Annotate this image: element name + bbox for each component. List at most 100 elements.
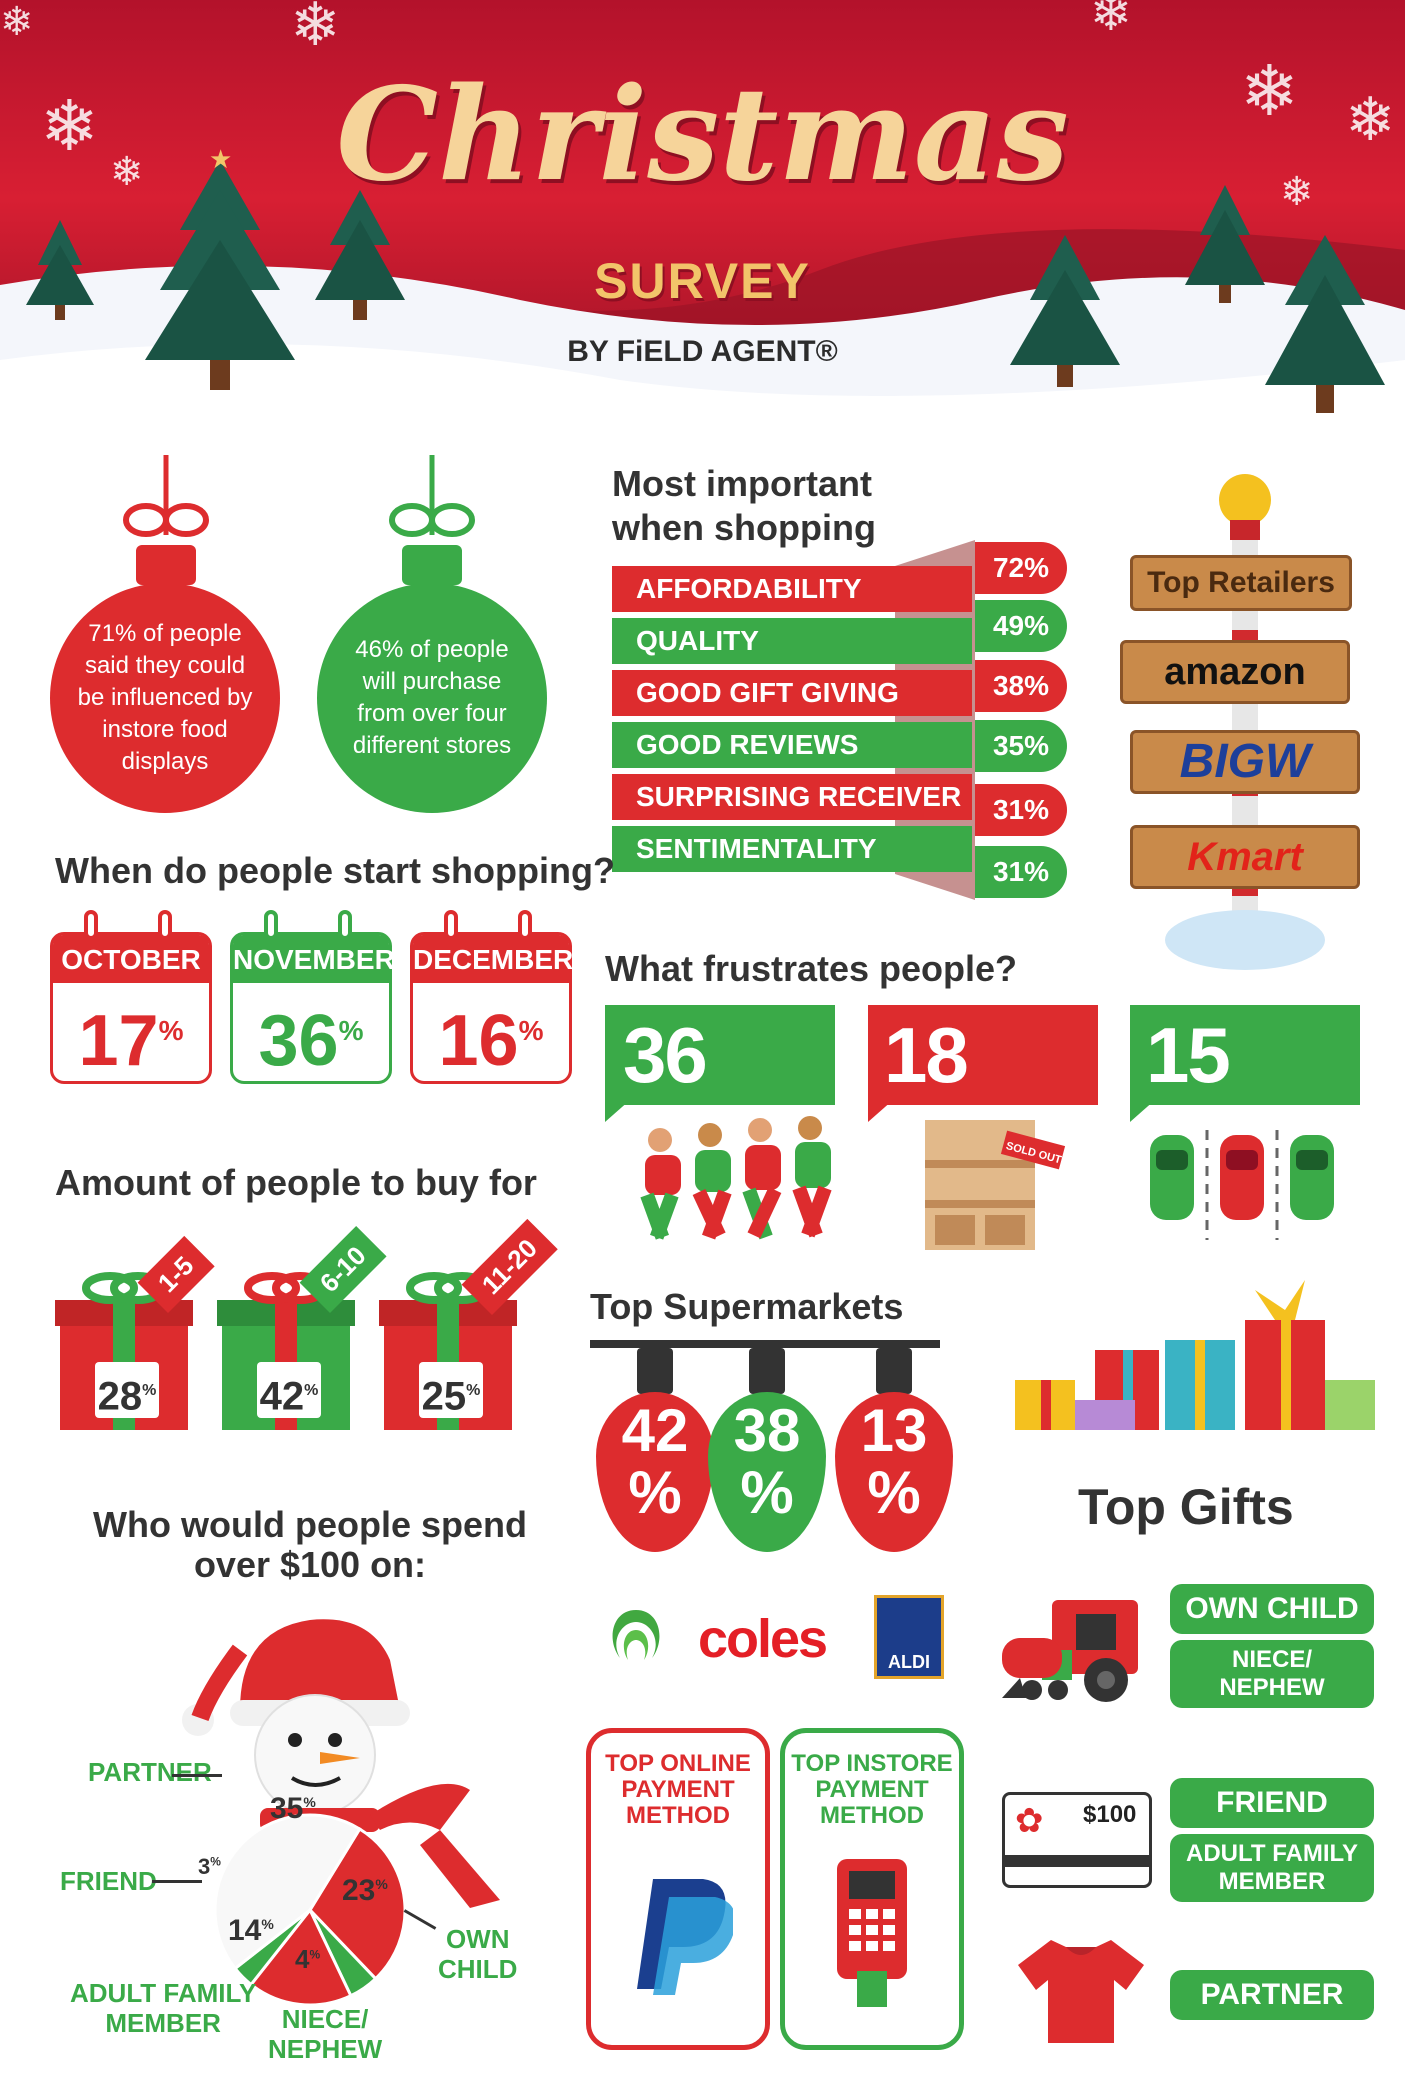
- snowflake-icon: ❄: [290, 0, 340, 58]
- pie-slice-own-child: [308, 1826, 407, 1981]
- bulb-woolworths: 42%: [596, 1392, 714, 1552]
- gift-pill-own-child: OWN CHILD: [1170, 1584, 1374, 1634]
- calendar-value: 17%: [78, 1001, 184, 1081]
- calendar-december: DECEMBER 16%: [410, 932, 573, 1084]
- crowd-shoppers-icon: [640, 1116, 832, 1240]
- gift-card-value: $100: [1083, 1801, 1137, 1828]
- important-item: SENTIMENTALITY: [612, 826, 972, 872]
- lights-wire: [590, 1340, 940, 1348]
- pie-value-adult-family: 14%: [228, 1914, 274, 1947]
- snowflake-icon: ❄: [1240, 52, 1299, 130]
- gift-value: 25%: [419, 1362, 483, 1418]
- bulb-cap-icon: [637, 1348, 673, 1394]
- bulb-cap-icon: [876, 1348, 912, 1394]
- calendar-value: 36%: [258, 1001, 364, 1081]
- important-title: Most important when shopping: [612, 463, 876, 548]
- page-title: Christmas: [336, 60, 1069, 210]
- gift-pill-friend: FRIEND: [1170, 1778, 1374, 1828]
- bulb-cap-icon: [749, 1348, 785, 1394]
- calendar-ring-icon: [264, 910, 278, 940]
- snowman-pie-chart: [182, 1619, 500, 2007]
- gift-box-icon: [217, 1272, 355, 1430]
- woolworths-logo-icon: [612, 1610, 660, 1660]
- ornament-stat-four-stores: 46% of people will purchase from over fo…: [317, 583, 547, 813]
- important-value: 31%: [975, 846, 1067, 898]
- retailer-bigw: BIGW: [1130, 730, 1360, 794]
- christmas-tree-icon: [1265, 235, 1385, 413]
- instore-payment-card: TOP INSTORE PAYMENT METHOD: [780, 1728, 964, 2050]
- important-value: 49%: [975, 600, 1067, 652]
- gift-value: 42%: [257, 1362, 321, 1418]
- ornament-stat-food-displays: 71% of people said they could be influen…: [50, 583, 280, 813]
- ornament-hangers: [123, 455, 475, 585]
- header-banner: ❄ ❄ ❄ ❄ ❄ ❄ ❄ ❄ ★: [0, 0, 1405, 440]
- snowflake-icon: ❄: [0, 0, 34, 44]
- start-shopping-title: When do people start shopping?: [55, 850, 615, 891]
- gift-value: 28%: [95, 1362, 159, 1418]
- christmas-tree-icon: [26, 220, 94, 320]
- snowflake-icon: ❄: [40, 87, 99, 165]
- pie-label-own-child: OWN CHILD: [438, 1924, 518, 1984]
- gift-pill-niece-nephew: NIECE/NEPHEW: [1170, 1640, 1374, 1708]
- christmas-tree-icon: [315, 190, 405, 320]
- calendar-month: OCTOBER: [53, 935, 209, 983]
- parking-cars-icon: [1150, 1130, 1334, 1240]
- online-payment-card: TOP ONLINE PAYMENT METHOD: [586, 1728, 770, 2050]
- important-item: QUALITY: [612, 618, 972, 664]
- calendar-ring-icon: [518, 910, 532, 940]
- byline: BY FiELD AGENT®: [567, 335, 838, 368]
- snowflake-icon: ❄: [1345, 86, 1395, 153]
- retailers-title: Top Retailers: [1130, 555, 1352, 611]
- pie-value-partner: 35%: [270, 1792, 316, 1825]
- pie-chart: [213, 1813, 407, 2007]
- bulb-coles: 38%: [708, 1392, 826, 1552]
- calendar-value: 16%: [438, 1001, 544, 1081]
- pie-label-adult-family: ADULT FAMILY MEMBER: [70, 1978, 257, 2038]
- ornament-text: 71% of people said they could be influen…: [77, 620, 253, 775]
- gift-pill-partner: PARTNER: [1170, 1970, 1374, 2020]
- calendar-ring-icon: [338, 910, 352, 940]
- calendar-november: NOVEMBER 36%: [230, 932, 395, 1084]
- frustration-illustrations: SOLD OUT: [605, 1100, 1334, 1250]
- calendar-ring-icon: [444, 910, 458, 940]
- calendar-month: DECEMBER: [413, 935, 573, 983]
- signpost: [1165, 474, 1325, 970]
- snowflake-icon: ❄: [1090, 0, 1132, 41]
- pie-value-own-child: 23%: [342, 1874, 388, 1907]
- frustration-parking: 15 % PARKING: [1130, 1005, 1360, 1194]
- christmas-tree-icon: [1010, 235, 1120, 387]
- pie-label-partner: PARTNER: [88, 1757, 212, 1787]
- buy-for-title: Amount of people to buy for: [55, 1162, 537, 1203]
- spend100-title: Who would people spend over $100 on:: [93, 1504, 527, 1585]
- header-decoration: ❄ ❄ ❄ ❄ ❄ ❄ ❄ ❄ ★: [0, 0, 1405, 440]
- paypal-logo-icon: [637, 1879, 736, 1995]
- important-item: AFFORDABILITY: [612, 566, 972, 612]
- retailer-amazon: amazon: [1120, 640, 1350, 704]
- important-item: GOOD REVIEWS: [612, 722, 972, 768]
- pie-value-friend: 3%: [198, 1854, 221, 1879]
- pie-leader-line: [152, 1880, 202, 1883]
- snowflake-icons: ❄ ❄ ❄ ❄ ❄ ❄ ❄ ❄: [0, 0, 1395, 214]
- pie-label-niece-nephew: NIECE/NEPHEW: [268, 2004, 383, 2064]
- bulb-aldi: 13%: [835, 1392, 953, 1552]
- frustrations-title: What frustrates people?: [605, 948, 1018, 989]
- frustration-crowds: 36 % CROWDS: [605, 1005, 835, 1194]
- important-value: 72%: [975, 542, 1067, 594]
- pie-label-friend: FRIEND: [60, 1866, 157, 1896]
- coles-logo: coles: [698, 1609, 828, 1669]
- christmas-tree-icon: ★: [145, 144, 295, 390]
- important-item: SURPRISING RECEIVER: [612, 774, 972, 820]
- important-item: GOOD GIFT GIVING: [612, 670, 972, 716]
- svg-text:★: ★: [209, 144, 232, 174]
- snowflake-icon: ❄: [1280, 170, 1314, 214]
- snowflake-icon: ❄: [110, 150, 144, 194]
- pie-value-niece-nephew: 4%: [295, 1944, 321, 1974]
- presents-pile-icon: [1015, 1280, 1375, 1430]
- aldi-logo: ALDI: [874, 1595, 944, 1679]
- retailer-kmart: Kmart: [1130, 825, 1360, 889]
- important-value: 38%: [975, 660, 1067, 712]
- bow-icon: ✿: [1015, 1802, 1044, 1840]
- top-gifts-title: Top Gifts: [1078, 1479, 1294, 1535]
- calendar-october: OCTOBER 17%: [50, 932, 212, 1084]
- empty-shelf-icon: [925, 1120, 1066, 1250]
